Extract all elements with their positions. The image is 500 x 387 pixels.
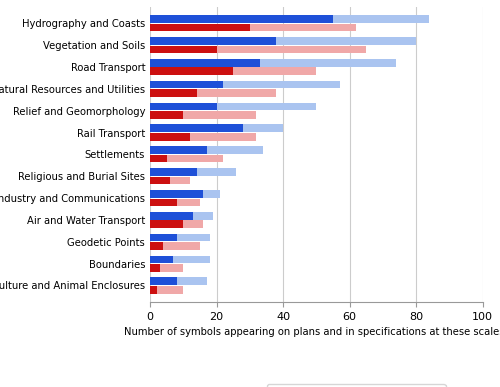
- Bar: [150, 277, 176, 285]
- Bar: [150, 24, 356, 31]
- Bar: [150, 168, 236, 176]
- Bar: [150, 242, 164, 250]
- Bar: [150, 277, 206, 285]
- Bar: [150, 146, 263, 154]
- Bar: [150, 255, 210, 263]
- Bar: [150, 15, 429, 23]
- X-axis label: Number of symbols appearing on plans and in specifications at these scales:: Number of symbols appearing on plans and…: [124, 327, 500, 337]
- Bar: [150, 24, 250, 31]
- Bar: [150, 59, 396, 67]
- Bar: [150, 234, 210, 241]
- Bar: [150, 46, 216, 53]
- Bar: [150, 133, 190, 140]
- Bar: [150, 67, 316, 75]
- Bar: [150, 125, 243, 132]
- Bar: [150, 177, 190, 184]
- Bar: [150, 103, 316, 110]
- Bar: [150, 264, 160, 272]
- Bar: [150, 81, 340, 88]
- Bar: [150, 125, 283, 132]
- Bar: [150, 190, 220, 198]
- Bar: [150, 15, 333, 23]
- Bar: [150, 37, 416, 45]
- Bar: [150, 199, 176, 206]
- Bar: [150, 67, 233, 75]
- Bar: [150, 111, 184, 119]
- Bar: [150, 286, 156, 294]
- Bar: [150, 155, 223, 163]
- Bar: [150, 89, 196, 97]
- Bar: [150, 177, 170, 184]
- Bar: [150, 264, 184, 272]
- Bar: [150, 89, 276, 97]
- Bar: [150, 133, 256, 140]
- Bar: [150, 199, 200, 206]
- Bar: [150, 155, 166, 163]
- Bar: [150, 46, 366, 53]
- Bar: [150, 234, 176, 241]
- Bar: [150, 212, 213, 219]
- Legend: I:10,000, I:25,000: I:10,000, I:25,000: [267, 384, 446, 387]
- Bar: [150, 286, 184, 294]
- Bar: [150, 212, 193, 219]
- Bar: [150, 111, 256, 119]
- Bar: [150, 59, 260, 67]
- Bar: [150, 242, 200, 250]
- Bar: [150, 81, 223, 88]
- Bar: [150, 220, 184, 228]
- Bar: [150, 146, 206, 154]
- Bar: [150, 37, 276, 45]
- Bar: [150, 255, 174, 263]
- Bar: [150, 168, 196, 176]
- Bar: [150, 103, 216, 110]
- Bar: [150, 220, 203, 228]
- Bar: [150, 190, 203, 198]
